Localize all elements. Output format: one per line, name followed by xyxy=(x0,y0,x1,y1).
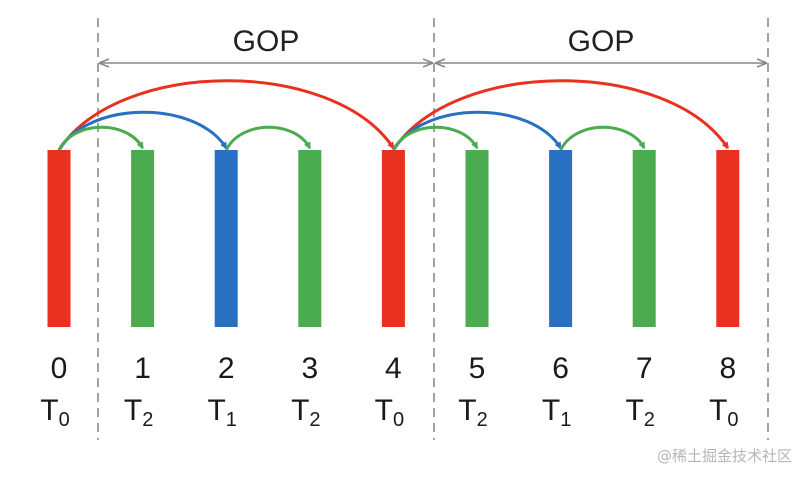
frame-index-label: 7 xyxy=(636,352,653,385)
frame-bar xyxy=(465,150,489,327)
frame-bar xyxy=(632,150,656,327)
gop-spans: GOP GOP xyxy=(100,25,766,63)
gop-label: GOP xyxy=(568,25,635,58)
frame-index-label: 0 xyxy=(51,352,68,385)
temporal-layer-label: T2 xyxy=(124,394,153,431)
frame-bar xyxy=(381,150,405,327)
reference-arrow xyxy=(224,125,312,151)
temporal-layer-label: T2 xyxy=(291,394,320,431)
watermark: @稀土掘金技术社区 xyxy=(656,447,792,465)
temporal-layer-label: T2 xyxy=(625,394,654,431)
temporal-layer-label: T0 xyxy=(375,394,404,431)
temporal-layer-label: T0 xyxy=(709,394,738,431)
reference-arrow xyxy=(392,79,730,151)
temporal-layer-label: T0 xyxy=(40,394,69,431)
reference-arrow xyxy=(392,125,479,151)
frame-labels: 0 T0 1 T2 2 T1 3 T2 4 T0 5 T2 6 T1 7 T2 8 T0 xyxy=(40,352,738,431)
reference-arrow xyxy=(57,125,144,151)
frame-bar xyxy=(298,150,322,327)
frame-index-label: 2 xyxy=(218,352,235,385)
frame-bar xyxy=(47,150,71,327)
frame-index-label: 3 xyxy=(301,352,318,385)
frame-bars xyxy=(47,150,740,327)
reference-arrows xyxy=(57,79,730,151)
frame-bar xyxy=(214,150,238,327)
frame-index-label: 5 xyxy=(469,352,486,385)
temporal-layer-label: T1 xyxy=(207,394,236,431)
frame-index-label: 4 xyxy=(385,352,402,385)
gop-boundary-lines xyxy=(97,18,769,440)
temporal-layer-label: T2 xyxy=(458,394,487,431)
frame-bar xyxy=(549,150,573,327)
frame-index-label: 6 xyxy=(552,352,569,385)
frame-bar xyxy=(716,150,740,327)
frame-bar xyxy=(131,150,155,327)
reference-arrow xyxy=(559,125,646,151)
temporal-layer-label: T1 xyxy=(542,394,571,431)
reference-arrow xyxy=(57,79,395,151)
gop-label: GOP xyxy=(233,25,300,58)
frame-index-label: 8 xyxy=(719,352,736,385)
frame-index-label: 1 xyxy=(134,352,151,385)
